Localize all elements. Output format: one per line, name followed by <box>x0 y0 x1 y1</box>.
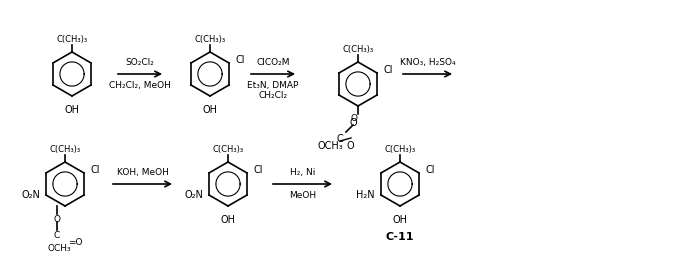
Text: Cl: Cl <box>425 165 434 175</box>
Text: Cl: Cl <box>383 65 392 75</box>
Text: Et₃N, DMAP
CH₂Cl₂: Et₃N, DMAP CH₂Cl₂ <box>247 81 299 100</box>
Text: Cl: Cl <box>235 55 244 65</box>
Text: O₂N: O₂N <box>21 190 40 200</box>
Text: Cl: Cl <box>253 165 262 175</box>
Text: OCH₃: OCH₃ <box>47 244 70 253</box>
Text: C(CH₃)₃: C(CH₃)₃ <box>343 45 373 54</box>
Text: KNO₃, H₂SO₄: KNO₃, H₂SO₄ <box>400 58 455 67</box>
Text: OH: OH <box>202 105 218 115</box>
Text: OH: OH <box>64 105 80 115</box>
Text: C-11: C-11 <box>386 232 414 242</box>
Text: C: C <box>336 134 343 144</box>
Text: C(CH₃)₃: C(CH₃)₃ <box>57 35 87 44</box>
Text: C(CH₃)₃: C(CH₃)₃ <box>212 145 244 154</box>
Text: =O: =O <box>68 238 82 247</box>
Text: Cl: Cl <box>90 165 100 175</box>
Text: H₂N: H₂N <box>357 190 375 200</box>
Text: O: O <box>54 215 61 224</box>
Text: MeOH: MeOH <box>289 191 316 200</box>
Text: O: O <box>350 114 357 123</box>
Text: O: O <box>349 118 357 128</box>
Text: C(CH₃)₃: C(CH₃)₃ <box>50 145 80 154</box>
Text: KOH, MeOH: KOH, MeOH <box>117 168 168 177</box>
Text: SO₂Cl₂: SO₂Cl₂ <box>126 58 154 67</box>
Text: ClCO₂M: ClCO₂M <box>256 58 290 67</box>
Text: C: C <box>54 231 60 240</box>
Text: O: O <box>346 141 354 151</box>
Text: CH₂Cl₂, MeOH: CH₂Cl₂, MeOH <box>109 81 171 90</box>
Text: OH: OH <box>221 215 235 225</box>
Text: OH: OH <box>392 215 408 225</box>
Text: C(CH₃)₃: C(CH₃)₃ <box>195 35 225 44</box>
Text: OCH₃: OCH₃ <box>317 141 343 151</box>
Text: H₂, Ni: H₂, Ni <box>290 168 315 177</box>
Text: C(CH₃)₃: C(CH₃)₃ <box>385 145 415 154</box>
Text: O₂N: O₂N <box>184 190 203 200</box>
